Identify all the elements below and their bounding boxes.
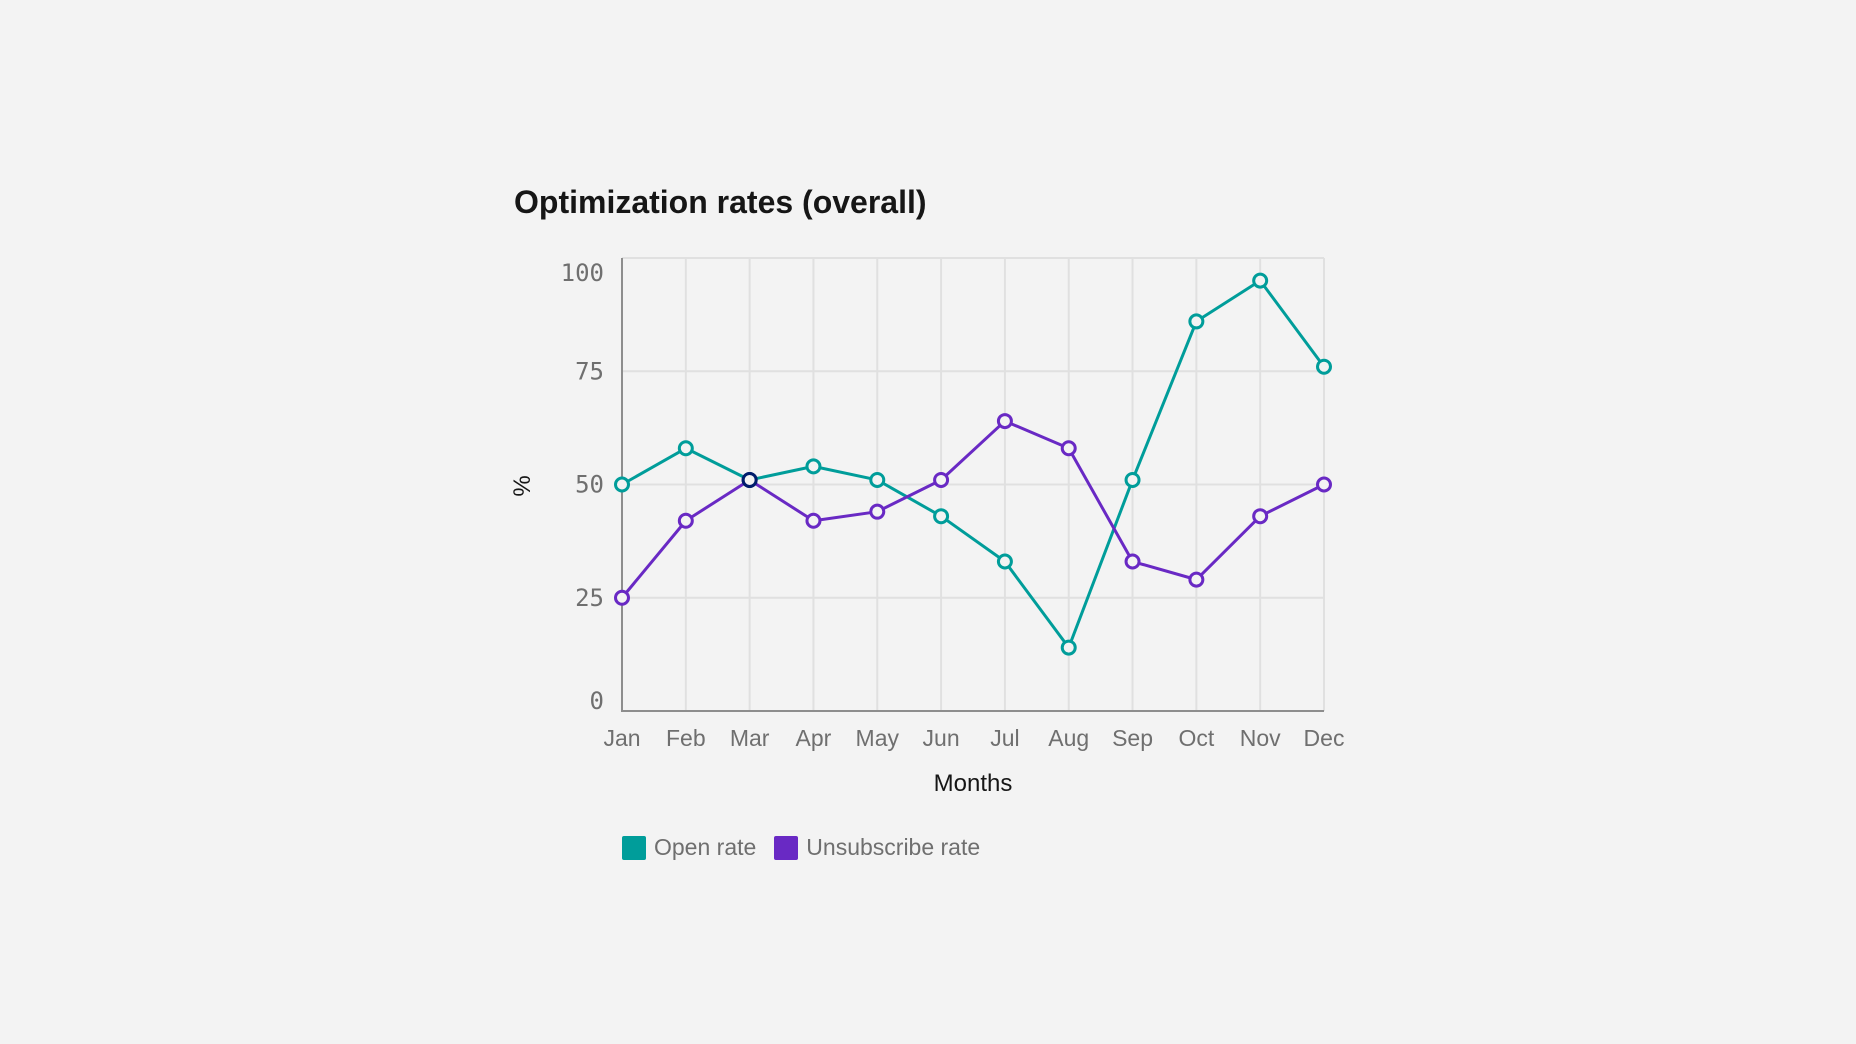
data-point[interactable]	[614, 589, 630, 606]
legend-label: Open rate	[654, 834, 757, 860]
x-tick-label: Jul	[990, 725, 1019, 751]
data-point[interactable]	[869, 471, 886, 488]
y-tick-label: 50	[575, 471, 604, 499]
x-tick-label: Feb	[666, 725, 706, 751]
data-point[interactable]	[869, 503, 886, 520]
data-point[interactable]	[1252, 272, 1269, 289]
legend-item-unsubscribe-rate[interactable]: Unsubscribe rate	[774, 834, 980, 861]
y-tick-label: 25	[575, 584, 604, 612]
legend-swatch	[774, 835, 799, 860]
data-point[interactable]	[1252, 508, 1269, 525]
x-tick-label: Mar	[730, 725, 770, 751]
legend-label: Unsubscribe rate	[806, 834, 981, 860]
x-tick-label: Jun	[923, 725, 960, 751]
data-point[interactable]	[933, 471, 950, 488]
x-tick-label: Aug	[1048, 725, 1089, 751]
data-point[interactable]	[996, 413, 1013, 430]
y-tick-label: 75	[575, 357, 604, 385]
legend-swatch	[622, 835, 646, 860]
data-point[interactable]	[996, 553, 1013, 570]
data-point[interactable]	[933, 508, 950, 525]
series-line	[620, 419, 1325, 599]
data-point[interactable]	[1316, 476, 1332, 493]
legend-item-open-rate[interactable]: Open rate	[622, 834, 756, 861]
y-axis-ticks: 0 25 50 75 100	[561, 259, 604, 715]
legend: Open rate Unsubscribe rate	[622, 834, 980, 861]
series-lines	[620, 279, 1326, 650]
x-tick-label: Jan	[603, 725, 640, 751]
x-tick-label: Apr	[796, 725, 832, 751]
x-tick-label: Dec	[1304, 725, 1345, 751]
data-point[interactable]	[805, 458, 822, 475]
data-point[interactable]	[614, 476, 630, 493]
x-axis-title: Months	[934, 770, 1013, 797]
x-axis-ticks: Jan Feb Mar Apr May Jun Jul Aug Sep Oct Nov Dec	[603, 725, 1344, 751]
y-tick-label: 100	[561, 259, 604, 287]
data-point[interactable]	[1188, 313, 1205, 330]
data-point[interactable]	[1060, 440, 1077, 457]
series-line	[621, 279, 1326, 650]
data-point[interactable]	[1124, 471, 1141, 488]
data-point[interactable]	[677, 512, 694, 529]
data-point[interactable]	[1060, 639, 1077, 656]
x-tick-label: Nov	[1240, 725, 1281, 751]
data-point[interactable]	[1188, 571, 1205, 588]
data-point[interactable]	[677, 440, 694, 457]
data-point[interactable]	[805, 512, 822, 529]
y-axis-title: %	[509, 475, 536, 496]
x-tick-label: Sep	[1112, 725, 1153, 751]
x-tick-label: Oct	[1178, 725, 1214, 751]
y-tick-label: 0	[590, 687, 604, 715]
grid-lines	[621, 257, 1325, 712]
series-points	[614, 272, 1332, 656]
x-tick-label: May	[856, 725, 900, 751]
data-point[interactable]	[1316, 358, 1332, 375]
chart-title: Optimization rates (overall)	[514, 184, 927, 220]
data-point[interactable]	[741, 471, 758, 488]
data-point[interactable]	[1124, 553, 1141, 570]
